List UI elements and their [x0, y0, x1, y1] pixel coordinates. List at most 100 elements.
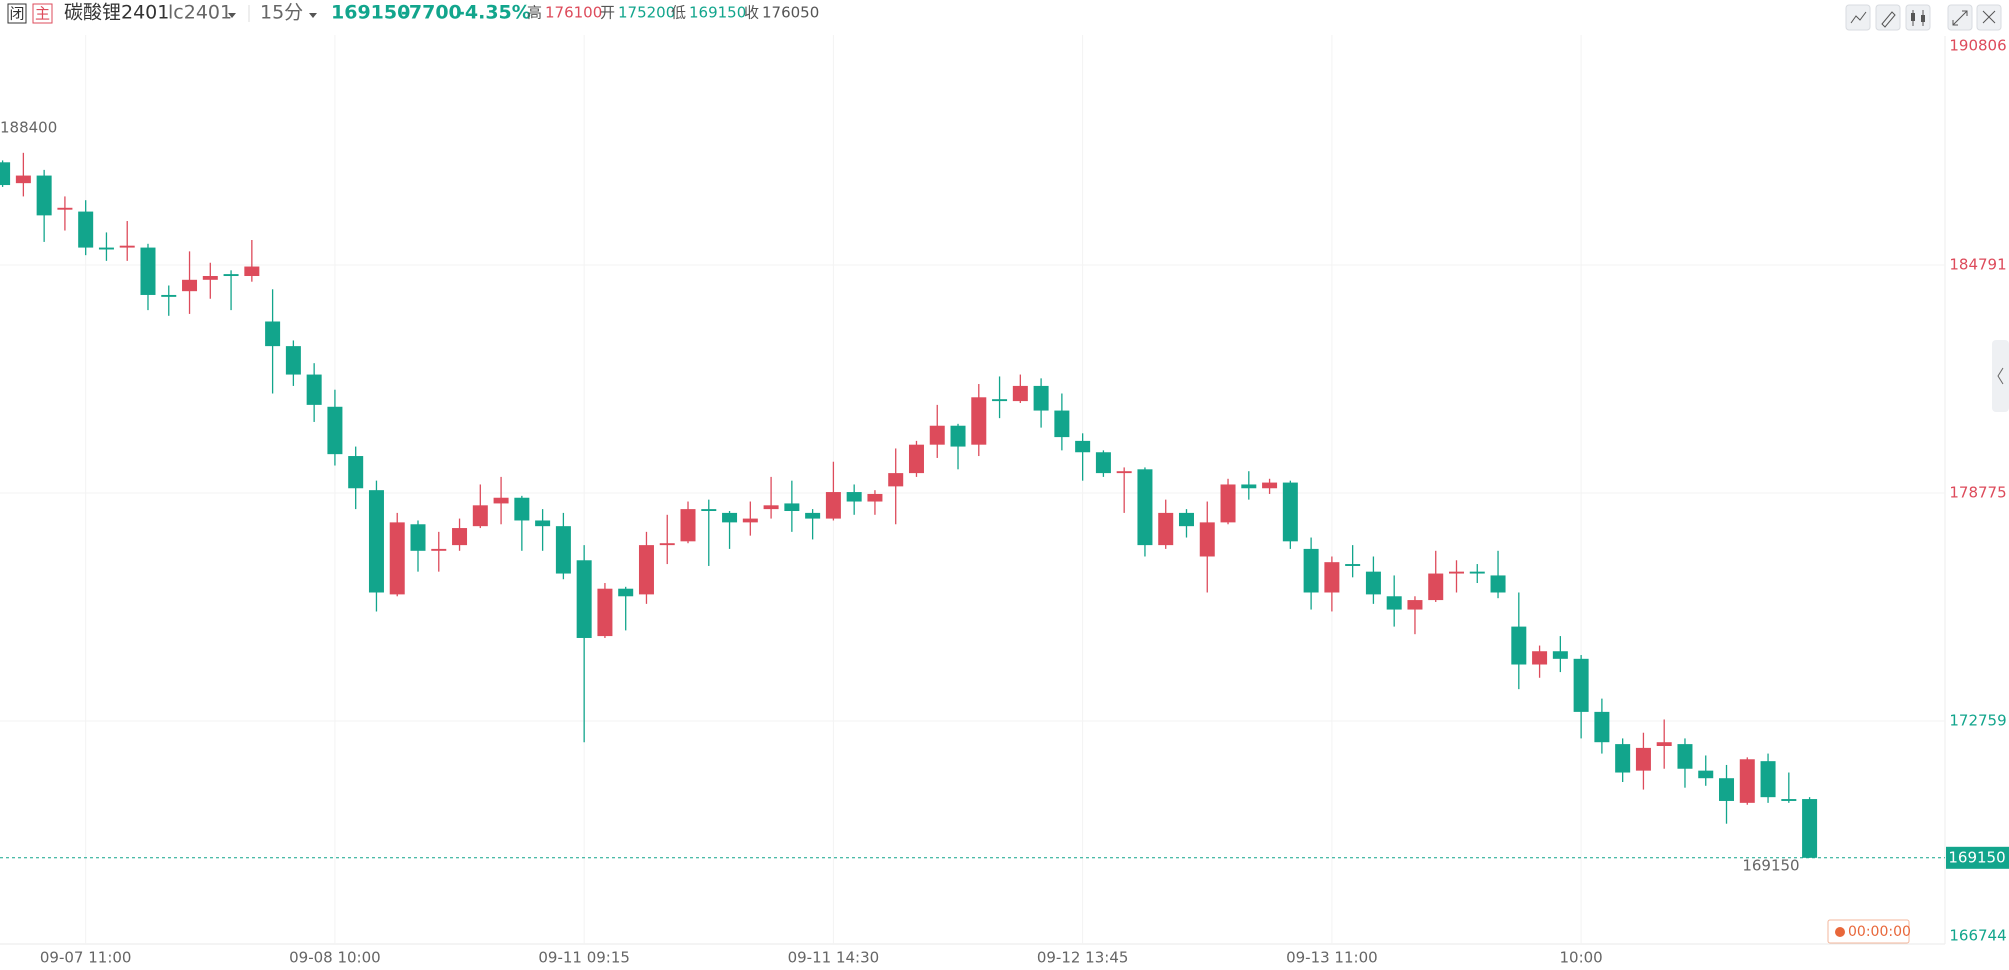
candle-body	[368, 490, 384, 593]
candle-body	[1760, 761, 1776, 798]
candle-body	[1469, 571, 1485, 574]
candle-body	[1033, 385, 1049, 411]
timer-box	[1827, 919, 1910, 944]
candle-body	[514, 497, 530, 521]
timer-icon	[1835, 927, 1845, 937]
candle-body	[410, 524, 426, 551]
candle-body	[1220, 484, 1236, 523]
prev-close-label: 收	[744, 4, 759, 22]
low-value: 169150	[689, 4, 746, 22]
candle-body	[285, 346, 301, 375]
candle-body	[1241, 484, 1257, 489]
open-value: 175200	[618, 4, 675, 22]
icon-glyph	[1881, 11, 1896, 28]
candle-body	[244, 266, 260, 277]
price-change: -7700	[401, 2, 462, 24]
candle-body	[452, 528, 468, 546]
icon-glyph	[1850, 11, 1867, 24]
candle-body	[929, 425, 945, 445]
candle-body	[846, 492, 862, 502]
candle-body	[1615, 744, 1631, 773]
candle-body	[1573, 658, 1589, 712]
candle-body	[431, 548, 447, 551]
plot: 166744 172759 178775 184791 190806 09-07 11:0…	[0, 35, 2009, 967]
x-tick-label: 09-11 09:15	[538, 949, 630, 967]
candle-body	[618, 588, 634, 597]
toolbar	[1845, 4, 2002, 31]
period[interactable]: 15分	[260, 2, 303, 24]
candle-body	[1781, 799, 1797, 801]
candle-body	[78, 211, 94, 248]
main-badge-box[interactable]	[32, 3, 53, 24]
candle-body	[1075, 440, 1091, 453]
candle-body	[888, 473, 904, 487]
dropdown-arrow[interactable]	[309, 13, 317, 18]
candle-body	[971, 397, 987, 445]
candle-body	[1158, 512, 1174, 546]
candle-body	[1012, 385, 1028, 402]
candle-body	[1116, 471, 1132, 474]
candle-body	[36, 175, 52, 216]
x-tick-label: 10:00	[1560, 949, 1603, 967]
candle-body	[1656, 742, 1672, 746]
candle-body	[493, 497, 509, 504]
candle-body	[701, 509, 717, 512]
x-tick-label: 09-12 13:45	[1037, 949, 1129, 967]
candle-body	[1552, 651, 1568, 659]
candle-body	[1178, 512, 1194, 527]
dropdown-arrow[interactable]	[228, 13, 236, 18]
candle-body	[535, 520, 551, 527]
candle-body	[1698, 770, 1714, 779]
main-badge[interactable]: 主	[35, 5, 50, 23]
candle-body	[1345, 564, 1361, 566]
close-badge-box	[7, 3, 27, 24]
candle-body	[472, 505, 488, 527]
candle-body	[867, 493, 883, 502]
candle-body	[763, 505, 779, 510]
instrument-name: 碳酸锂2401	[64, 2, 169, 24]
open-label: 开	[600, 4, 615, 22]
y-tick-label: 190806	[1949, 37, 2006, 55]
candle-body	[722, 512, 738, 523]
y-tick-label: 184791	[1949, 255, 2006, 273]
price-change-pct: -4.35%	[457, 2, 531, 24]
candle-body	[1511, 626, 1527, 665]
candle-body	[182, 279, 198, 292]
candle-body	[1677, 744, 1693, 769]
low-marker: 169150	[1742, 856, 1799, 874]
candle-body	[1386, 596, 1402, 610]
last-price: 169150	[331, 2, 410, 24]
candle-body	[306, 374, 322, 405]
candle-body	[555, 526, 571, 574]
candle-body	[1532, 651, 1548, 665]
y-tick-label: 178775	[1949, 484, 2006, 502]
candle-body	[0, 162, 11, 186]
y-tick-label: 166744	[1949, 927, 2006, 945]
candle-body	[327, 406, 343, 455]
candle-body	[908, 444, 924, 474]
high-label: 高	[527, 4, 542, 22]
chart-type-button[interactable]	[1905, 4, 1931, 31]
x-tick-label: 09-07 11:00	[40, 949, 132, 967]
side-panel-toggle[interactable]	[1992, 340, 2009, 412]
candle-body	[1490, 575, 1506, 593]
last-price-tag	[1946, 846, 2009, 869]
high-marker: 188400	[0, 119, 57, 137]
x-tick-label: 09-11 14:30	[788, 949, 880, 967]
candle-body	[1635, 747, 1651, 771]
candle-body	[1137, 469, 1153, 546]
instrument-code[interactable]: lc2401	[168, 2, 232, 24]
close-badge: 闭	[9, 5, 24, 23]
candle-body	[1719, 778, 1735, 801]
chevron	[1997, 367, 2004, 385]
candle-body	[1262, 482, 1278, 489]
candle-body	[1802, 799, 1818, 858]
candle-body	[389, 522, 405, 595]
candle-body	[98, 247, 114, 250]
last-price-tag-label: 169150	[1948, 848, 2005, 866]
candle-body	[1739, 759, 1755, 803]
candle-body	[1407, 600, 1423, 610]
candle-body	[950, 425, 966, 447]
icon-glyph	[1921, 15, 1925, 22]
